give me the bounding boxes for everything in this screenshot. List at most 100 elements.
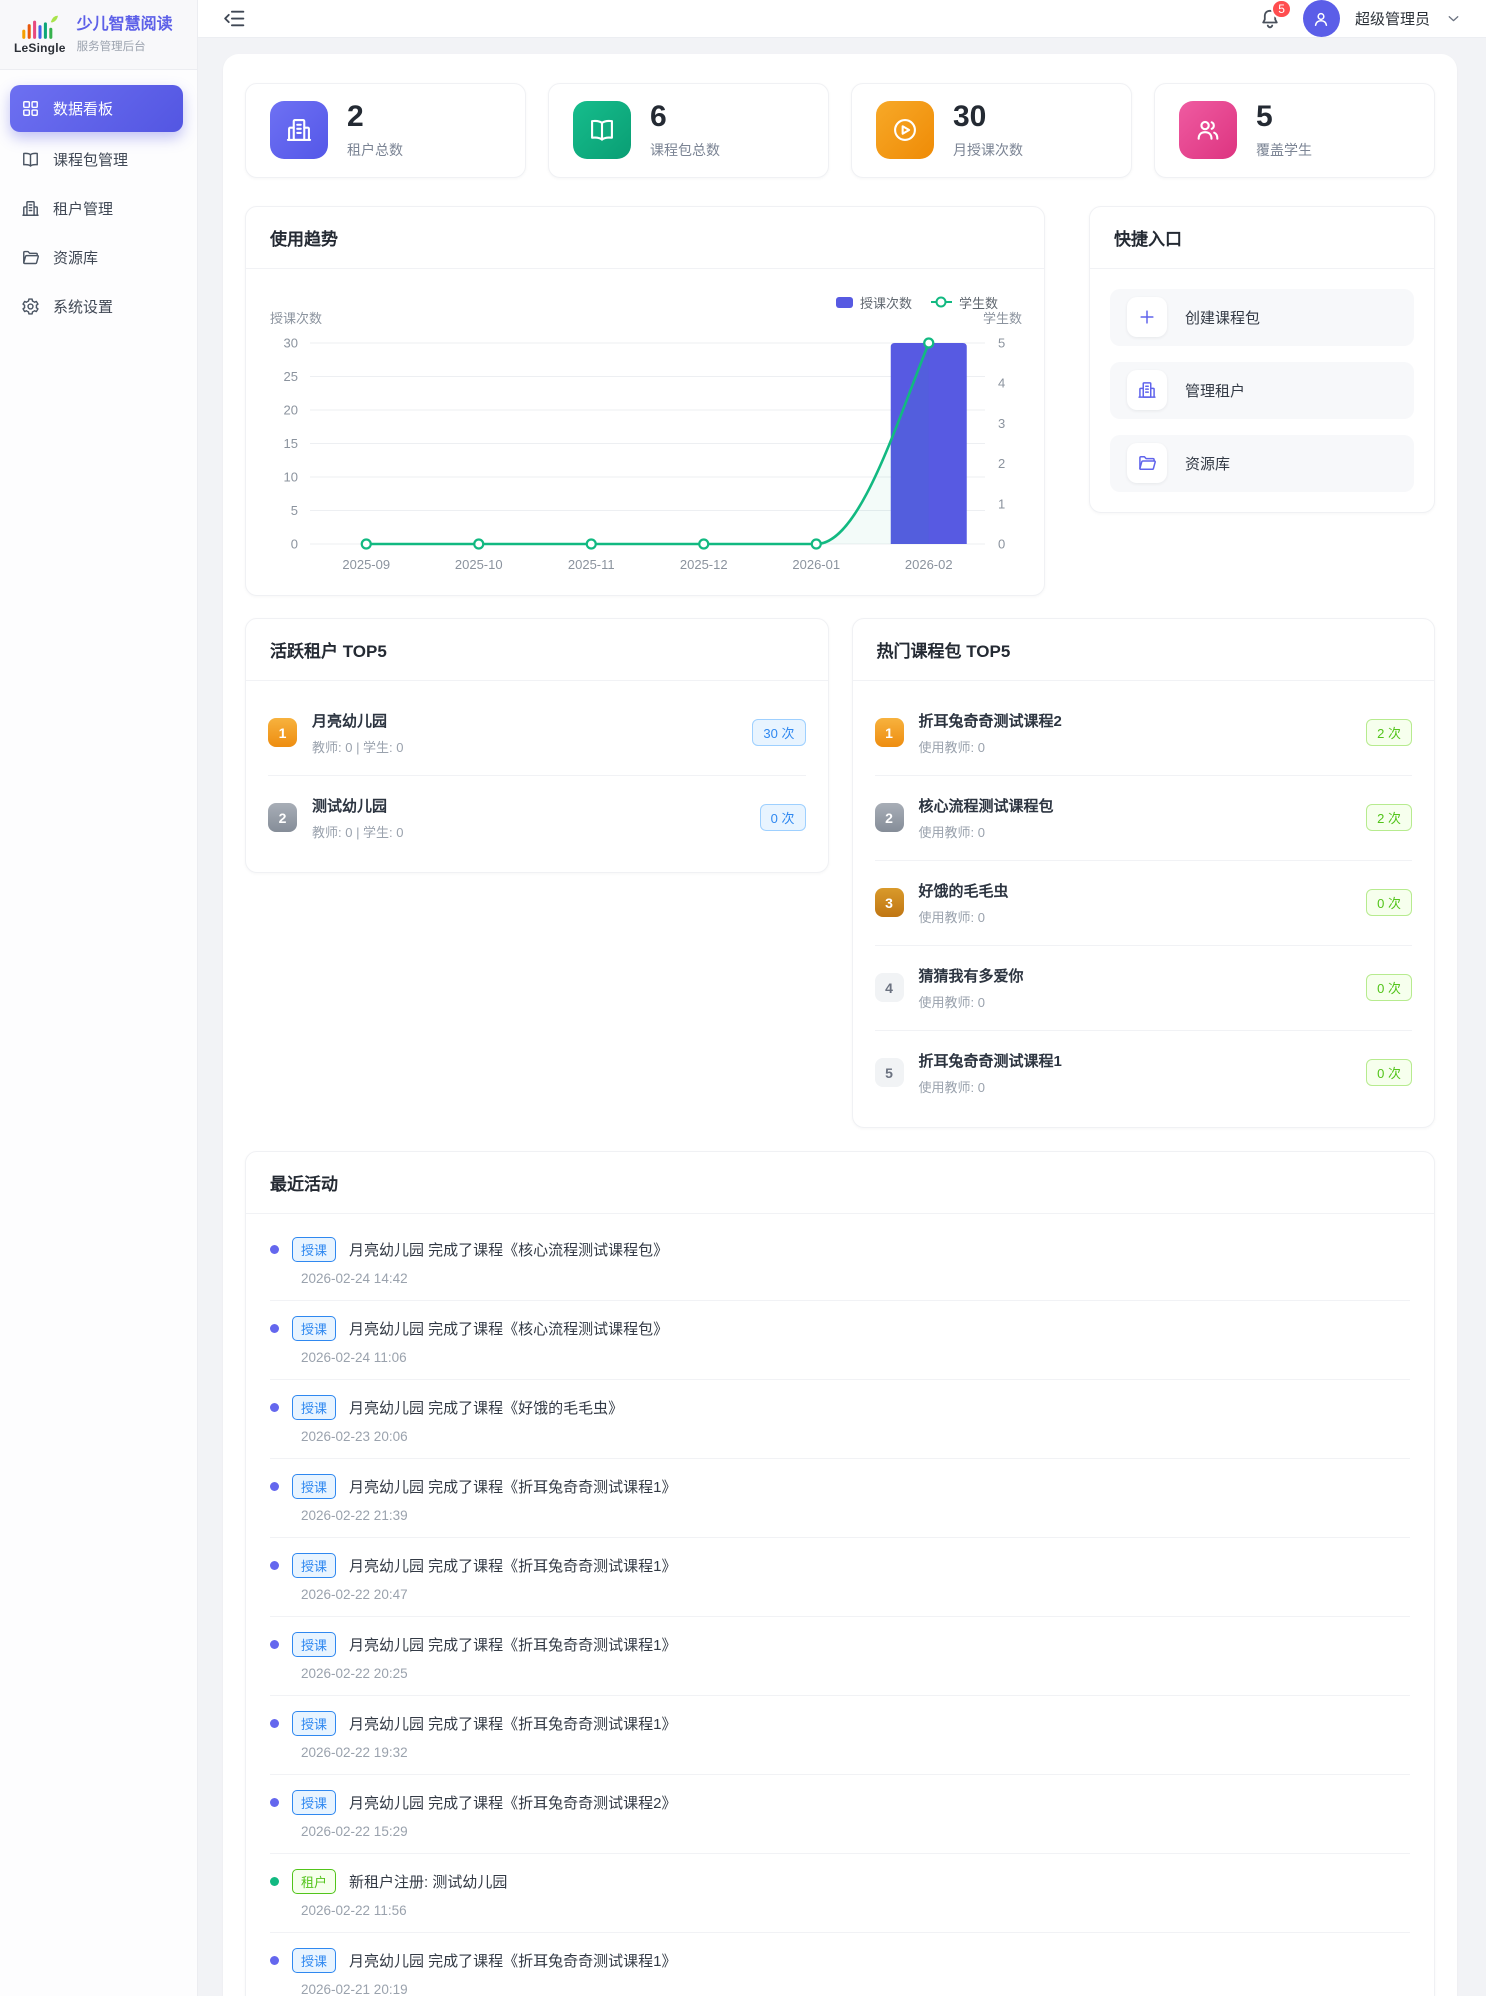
activity-timestamp: 2026-02-22 20:47 bbox=[301, 1586, 408, 1602]
brand-title: 少儿智慧阅读 bbox=[76, 16, 173, 34]
students-icon bbox=[1194, 116, 1222, 144]
usage-count-badge: 30 次 bbox=[752, 719, 806, 746]
activity-type-badge: 授课 bbox=[292, 1394, 337, 1420]
activity-row: 租户 新租户注册: 测试幼儿园 2026-02-22 11:56 bbox=[270, 1854, 1410, 1933]
activity-text: 月亮幼儿园 完成了课程《核心流程测试课程包》 bbox=[349, 1320, 669, 1338]
rank-name: 折耳兔奇奇测试课程2 bbox=[918, 712, 1062, 730]
activity-dot-icon bbox=[270, 1481, 279, 1491]
sidebar-item-settings[interactable]: 系统设置 bbox=[0, 282, 197, 331]
page-content: 2 租户总数 6 课程包总数 30 月授课次数 5 覆盖学生 使用趋势 bbox=[198, 38, 1486, 1996]
sidebar-item-label: 租户管理 bbox=[53, 201, 114, 218]
activity-text: 月亮幼儿园 完成了课程《折耳兔奇奇测试课程1》 bbox=[349, 1557, 677, 1575]
quick-link-label: 创建课程包 bbox=[1185, 309, 1261, 327]
building-icon bbox=[285, 116, 313, 144]
gear-icon bbox=[21, 297, 40, 316]
stat-label: 租户总数 bbox=[347, 141, 403, 158]
bar-swatch-icon bbox=[835, 296, 853, 308]
topbar: 5 超级管理员 bbox=[198, 0, 1486, 38]
activity-type-badge: 授课 bbox=[292, 1473, 337, 1499]
avatar[interactable] bbox=[1302, 0, 1340, 37]
hot-courses-card: 热门课程包 TOP5 1 折耳兔奇奇测试课程2 使用教师: 0 2 次 2 核心… bbox=[851, 617, 1435, 1128]
legend-item-sessions[interactable]: 授课次数 bbox=[835, 293, 912, 312]
rank-row: 5 折耳兔奇奇测试课程1 使用教师: 0 0 次 bbox=[874, 1031, 1412, 1115]
svg-text:30: 30 bbox=[284, 335, 298, 350]
activity-row: 授课 月亮幼儿园 完成了课程《折耳兔奇奇测试课程1》 2026-02-22 21… bbox=[270, 1459, 1410, 1538]
recent-activity-card: 最近活动 授课 月亮幼儿园 完成了课程《核心流程测试课程包》 2026-02-2… bbox=[245, 1150, 1435, 1996]
topbar-right: 5 超级管理员 bbox=[1258, 0, 1462, 37]
activity-type-badge: 授课 bbox=[292, 1631, 337, 1657]
stat-card-monthly-sessions: 30 月授课次数 bbox=[851, 83, 1132, 178]
sidebar-item-tenants[interactable]: 租户管理 bbox=[0, 184, 197, 233]
book-icon bbox=[588, 116, 616, 144]
notification-count-badge: 5 bbox=[1271, 0, 1292, 19]
rank-badge: 5 bbox=[874, 1058, 904, 1087]
folder-icon bbox=[21, 248, 40, 267]
activity-row: 授课 月亮幼儿园 完成了课程《核心流程测试课程包》 2026-02-24 14:… bbox=[270, 1222, 1410, 1301]
svg-text:1: 1 bbox=[998, 496, 1005, 511]
stat-label: 课程包总数 bbox=[650, 141, 720, 158]
usage-trend-card: 使用趋势 授课次数 学生数 0 5 10 15 20 25 3 bbox=[245, 205, 1045, 596]
sidebar-item-library[interactable]: 资源库 bbox=[0, 233, 197, 282]
activity-row: 授课 月亮幼儿园 完成了课程《折耳兔奇奇测试课程1》 2026-02-22 20… bbox=[270, 1538, 1410, 1617]
rank-row: 1 折耳兔奇奇测试课程2 使用教师: 0 2 次 bbox=[874, 691, 1412, 776]
quick-link-manage-tenants[interactable]: 管理租户 bbox=[1110, 361, 1414, 419]
svg-text:2026-01: 2026-01 bbox=[792, 557, 840, 572]
sidebar-item-label: 资源库 bbox=[53, 250, 99, 267]
activity-timestamp: 2026-02-22 15:29 bbox=[301, 1823, 408, 1839]
rank-name: 核心流程测试课程包 bbox=[918, 797, 1054, 815]
stat-label: 月授课次数 bbox=[953, 141, 1023, 158]
usage-count-badge: 0 次 bbox=[1366, 889, 1412, 916]
notification-bell-button[interactable]: 5 bbox=[1258, 0, 1292, 31]
activity-text: 月亮幼儿园 完成了课程《核心流程测试课程包》 bbox=[349, 1241, 669, 1259]
rank-meta: 教师: 0 | 学生: 0 bbox=[312, 824, 404, 840]
brand-logo-text: LeSingle bbox=[14, 41, 66, 55]
activity-timestamp: 2026-02-22 21:39 bbox=[301, 1507, 408, 1523]
brand-logo: LeSingle bbox=[14, 14, 66, 55]
legend-item-students[interactable]: 学生数 bbox=[930, 293, 998, 312]
quick-link-create-course[interactable]: 创建课程包 bbox=[1110, 288, 1414, 346]
usage-count-badge: 0 次 bbox=[1366, 1059, 1412, 1086]
rank-meta: 使用教师: 0 bbox=[918, 909, 985, 925]
activity-timestamp: 2026-02-21 20:19 bbox=[301, 1981, 408, 1996]
building-icon bbox=[21, 199, 40, 218]
stat-value: 30 bbox=[953, 100, 987, 133]
sidebar: LeSingle 少儿智慧阅读 服务管理后台 数据看板 课程包管理 租户管理 资… bbox=[0, 0, 198, 1996]
svg-text:2026-02: 2026-02 bbox=[905, 557, 953, 572]
usage-count-badge: 2 次 bbox=[1366, 804, 1412, 831]
stat-value: 6 bbox=[650, 100, 667, 133]
hot-courses-list: 1 折耳兔奇奇测试课程2 使用教师: 0 2 次 2 核心流程测试课程包 使用教… bbox=[853, 681, 1435, 1127]
user-name[interactable]: 超级管理员 bbox=[1354, 11, 1430, 28]
rank-meta: 使用教师: 0 bbox=[918, 1079, 985, 1095]
activity-row: 授课 月亮幼儿园 完成了课程《核心流程测试课程包》 2026-02-24 11:… bbox=[270, 1301, 1410, 1380]
play-circle-icon bbox=[891, 116, 919, 144]
stats-row: 2 租户总数 6 课程包总数 30 月授课次数 5 覆盖学生 bbox=[245, 83, 1435, 178]
sidebar-item-dashboard[interactable]: 数据看板 bbox=[10, 85, 183, 132]
quick-links-title: 快捷入口 bbox=[1090, 207, 1434, 269]
sidebar-item-label: 系统设置 bbox=[53, 299, 114, 316]
quick-link-library[interactable]: 资源库 bbox=[1110, 434, 1414, 492]
svg-text:15: 15 bbox=[284, 436, 298, 451]
lesingle-logo-icon bbox=[22, 15, 58, 39]
svg-text:2: 2 bbox=[998, 456, 1005, 471]
activity-text: 月亮幼儿园 完成了课程《折耳兔奇奇测试课程1》 bbox=[349, 1636, 677, 1654]
dashboard-icon bbox=[21, 99, 40, 118]
activity-type-badge: 租户 bbox=[292, 1868, 337, 1894]
svg-text:授课次数: 授课次数 bbox=[270, 311, 322, 326]
quick-link-label: 管理租户 bbox=[1185, 382, 1246, 400]
rank-badge: 4 bbox=[874, 973, 904, 1002]
rank-badge: 1 bbox=[268, 718, 297, 747]
chevron-down-icon[interactable] bbox=[1445, 10, 1462, 27]
activity-type-badge: 授课 bbox=[292, 1236, 337, 1262]
sidebar-item-courses[interactable]: 课程包管理 bbox=[0, 135, 197, 184]
activity-type-badge: 授课 bbox=[292, 1552, 337, 1578]
activity-text: 月亮幼儿园 完成了课程《折耳兔奇奇测试课程1》 bbox=[349, 1952, 677, 1970]
rank-badge: 2 bbox=[874, 803, 904, 832]
activity-dot-icon bbox=[270, 1876, 279, 1886]
rank-row: 3 好饿的毛毛虫 使用教师: 0 0 次 bbox=[874, 861, 1412, 946]
collapse-sidebar-icon[interactable] bbox=[222, 6, 247, 31]
svg-text:2025-12: 2025-12 bbox=[680, 557, 728, 572]
activity-row: 授课 月亮幼儿园 完成了课程《折耳兔奇奇测试课程1》 2026-02-21 20… bbox=[270, 1933, 1410, 1996]
plus-icon bbox=[1137, 307, 1157, 327]
svg-text:3: 3 bbox=[998, 415, 1005, 430]
activity-timestamp: 2026-02-22 19:32 bbox=[301, 1744, 408, 1760]
